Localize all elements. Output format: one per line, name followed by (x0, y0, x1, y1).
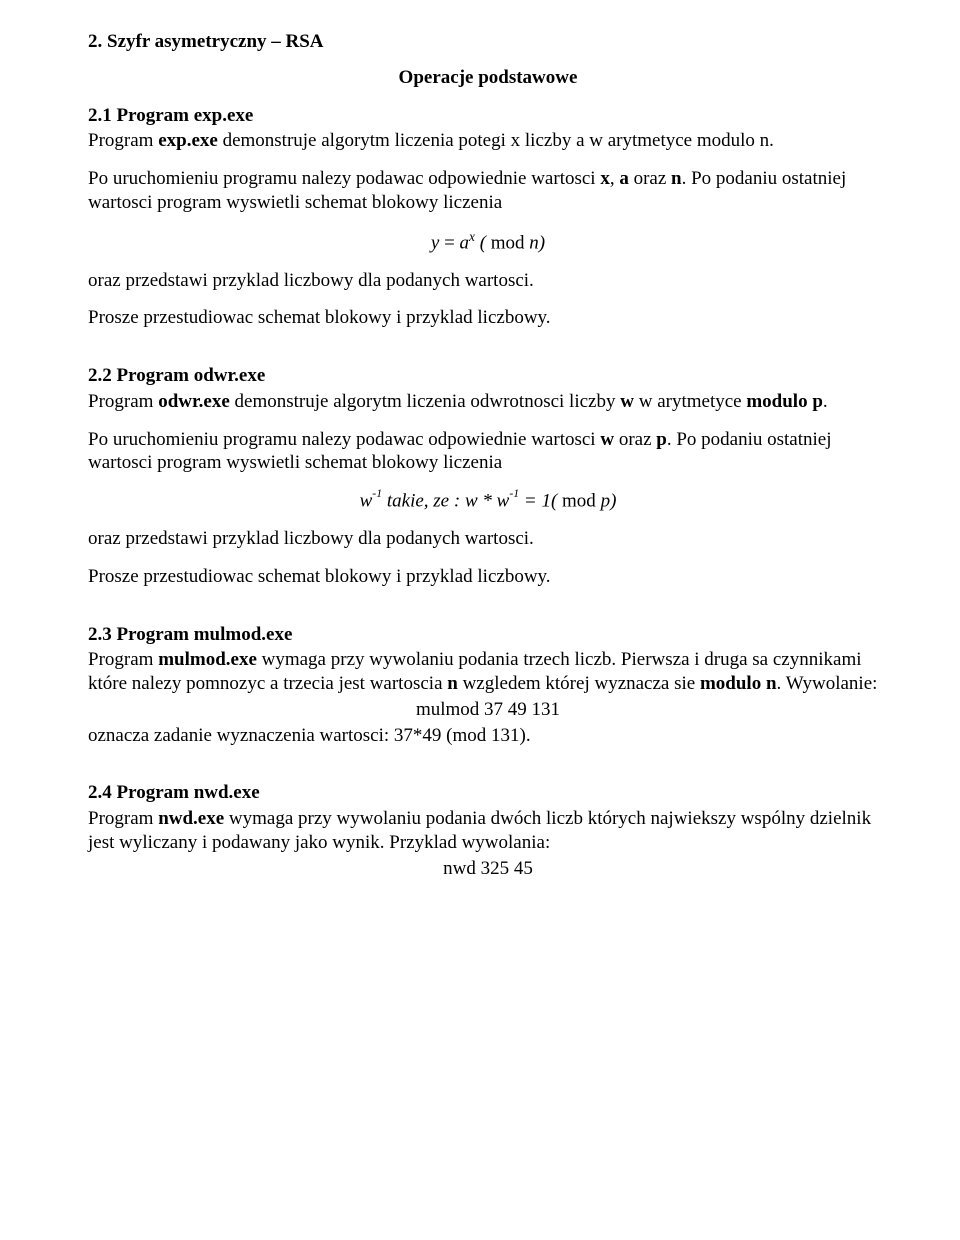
paragraph: oraz przedstawi przyklad liczbowy dla po… (88, 527, 888, 551)
program-name: nwd.exe (158, 808, 224, 829)
formula-inverse: w-1 takie, ze : w * w-1 = 1( mod p) (88, 489, 888, 513)
heading-2-2: 2.2 Program odwr.exe (88, 364, 888, 388)
paragraph: oraz przedstawi przyklad liczbowy dla po… (88, 269, 888, 293)
heading-2-4: 2.4 Program nwd.exe (88, 781, 888, 805)
section-2-1: 2.1 Program exp.exe Program exp.exe demo… (88, 104, 888, 331)
section-2-3: 2.3 Program mulmod.exe Program mulmod.ex… (88, 623, 888, 748)
paragraph: Program mulmod.exe wymaga przy wywolaniu… (88, 648, 888, 696)
var-p: p (656, 429, 667, 450)
text: , (610, 168, 620, 189)
paragraph: Po uruchomieniu programu nalezy podawac … (88, 167, 888, 215)
math-w: w (497, 490, 510, 511)
math-eq: = (439, 232, 459, 253)
paragraph: Program nwd.exe wymaga przy wywolaniu po… (88, 807, 888, 855)
math-x-sup: x (469, 229, 475, 244)
text: . Wywolanie: (777, 673, 878, 694)
math-exp-neg: -1 (372, 487, 382, 500)
heading-2-1: 2.1 Program exp.exe (88, 104, 888, 128)
section-2-4: 2.4 Program nwd.exe Program nwd.exe wyma… (88, 781, 888, 880)
var-w: w (620, 391, 634, 412)
paragraph: Program exp.exe demonstruje algorytm lic… (88, 129, 888, 153)
heading-main: 2. Szyfr asymetryczny – RSA (88, 30, 888, 54)
text: Po uruchomieniu programu nalezy podawac … (88, 429, 600, 450)
math-exp-neg: -1 (509, 487, 519, 500)
var-w: w (600, 429, 614, 450)
math-takie: takie, ze : w * (382, 490, 497, 511)
math-p: p) (596, 490, 617, 511)
paragraph: oznacza zadanie wyznaczenia wartosci: 37… (88, 724, 888, 748)
var-modulo-n: modulo n (700, 673, 777, 694)
section-2-2: 2.2 Program odwr.exe Program odwr.exe de… (88, 364, 888, 589)
heading-2-3: 2.3 Program mulmod.exe (88, 623, 888, 647)
math-a: a (460, 232, 470, 253)
program-name: exp.exe (158, 130, 218, 151)
text: demonstruje algorytm liczenia potegi x l… (218, 130, 774, 151)
text: Program (88, 808, 158, 829)
text: Po uruchomieniu programu nalezy podawac … (88, 168, 600, 189)
text: oraz (614, 429, 656, 450)
text: . (823, 391, 828, 412)
math-open: ( (475, 232, 491, 253)
program-name: odwr.exe (158, 391, 230, 412)
document-page: 2. Szyfr asymetryczny – RSA Operacje pod… (0, 0, 960, 1240)
var-n: n (671, 168, 682, 189)
math-mod: mod (491, 232, 525, 253)
math-n: n) (529, 232, 545, 253)
program-name: mulmod.exe (158, 649, 257, 670)
text: Program (88, 649, 158, 670)
math-w: w (360, 490, 373, 511)
paragraph: Prosze przestudiowac schemat blokowy i p… (88, 306, 888, 330)
formula-exp: y = ax ( mod n) (88, 229, 888, 255)
text: demonstruje algorytm liczenia odwrotnosc… (230, 391, 620, 412)
heading-center: Operacje podstawowe (88, 66, 888, 90)
paragraph: Program odwr.exe demonstruje algorytm li… (88, 390, 888, 414)
text: w arytmetyce (634, 391, 746, 412)
text: Program (88, 130, 158, 151)
var-modulo-p: modulo p (746, 391, 823, 412)
var-n: n (447, 673, 458, 694)
math-eq: = 1( (519, 490, 562, 511)
paragraph: Po uruchomieniu programu nalezy podawac … (88, 428, 888, 476)
text: oraz (629, 168, 671, 189)
math-mod: mod (562, 490, 596, 511)
text: wzgledem której wyznacza sie (458, 673, 700, 694)
command-example: nwd 325 45 (88, 857, 888, 881)
paragraph: Prosze przestudiowac schemat blokowy i p… (88, 565, 888, 589)
var-a: a (619, 168, 629, 189)
text: Program (88, 391, 158, 412)
var-x: x (600, 168, 610, 189)
command-example: mulmod 37 49 131 (88, 698, 888, 722)
